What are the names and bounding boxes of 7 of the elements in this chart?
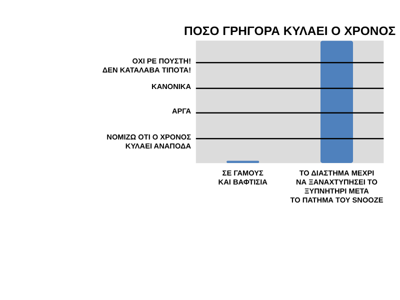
ref-line-label: ΟΧΙ ΡΕ ΠΟΥΣΤΗ! ΔΕΝ ΚΑΤΑΛΑΒΑ ΤΙΠΟΤΑ! <box>102 56 192 74</box>
chart-title: ΠΟΣΟ ΓΡΗΓΟΡΑ ΚΥΛΑΕΙ Ο ΧΡΟΝΟΣ <box>184 24 396 38</box>
ref-line-label: ΑΡΓΑ <box>172 106 192 116</box>
ref-line-label: ΚΑΝΟΝΙΚΑ <box>152 82 192 92</box>
x-tick-label: ΤΟ ΔΙΑΣΤΗΜΑ ΜΕΧΡΙ ΝΑ ΞΑΝΑΧΤΥΠΗΣΕΙ ΤΟ ΞΥΠΝΗΤΗΡΙ ΜΕΤΑ ΤΟ ΠΑΤΗΜΑ ΤΟΥ SNOOZE <box>290 168 384 205</box>
x-tick-label: ΣΕ ΓΑΜΟΥΣ ΚΑΙ ΒΑΦΤΙΣΙΑ <box>218 168 268 187</box>
ref-line-label: ΝΟΜΙΖΩ ΟΤΙ Ο ΧΡΟΝΟΣ ΚΥΛΑΕΙ ΑΝΑΠΟΔΑ <box>106 132 192 150</box>
